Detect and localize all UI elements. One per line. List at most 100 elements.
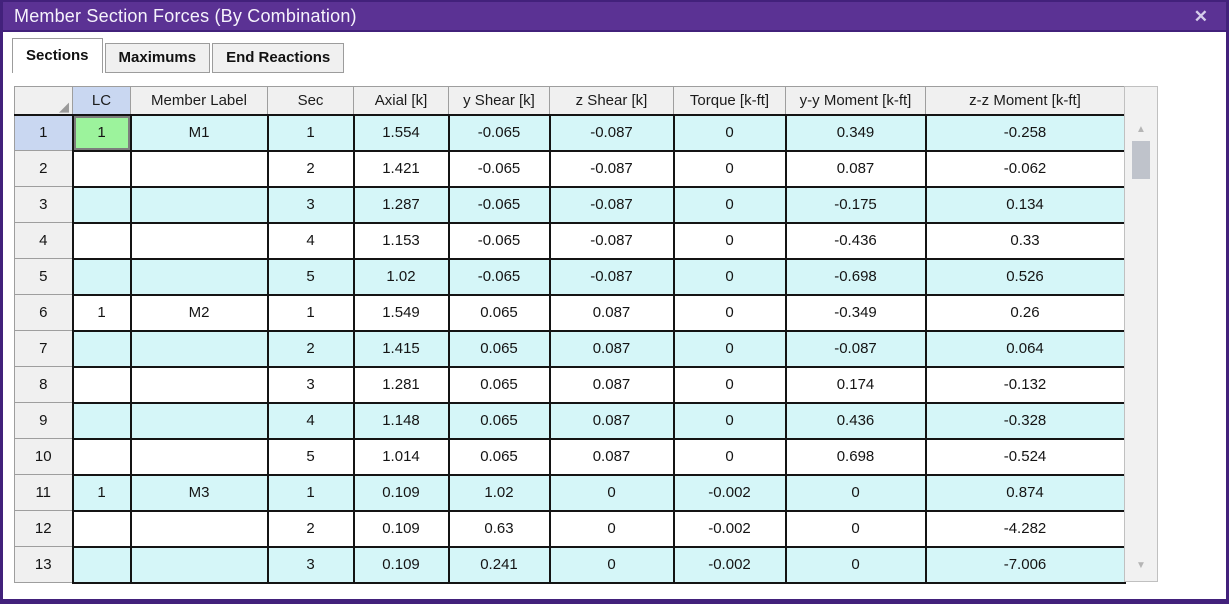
cell-zz-moment[interactable]: -0.062 — [924, 149, 1126, 188]
grid-corner-cell[interactable]: ◢ — [14, 86, 73, 116]
row-number-cell[interactable]: 13 — [14, 546, 73, 583]
cell-member[interactable] — [129, 185, 269, 224]
cell-y-shear[interactable]: 0.065 — [447, 329, 551, 368]
row-number-cell[interactable]: 6 — [14, 294, 73, 331]
cell-axial[interactable]: 1.415 — [352, 329, 450, 368]
cell-zz-moment[interactable]: -0.328 — [924, 401, 1126, 440]
titlebar[interactable]: Member Section Forces (By Combination) ✕ — [3, 2, 1226, 32]
cell-lc[interactable] — [71, 365, 132, 404]
cell-torque[interactable]: 0 — [672, 365, 787, 404]
cell-member[interactable] — [129, 437, 269, 476]
cell-lc[interactable] — [71, 401, 132, 440]
column-header-member-label[interactable]: Member Label — [130, 86, 268, 116]
cell-zz-moment[interactable]: 0.26 — [924, 293, 1126, 332]
cell-y-shear[interactable]: 0.241 — [447, 545, 551, 584]
cell-lc[interactable] — [71, 545, 132, 584]
scrollbar-thumb[interactable] — [1132, 141, 1150, 179]
row-number-cell[interactable]: 2 — [14, 150, 73, 187]
cell-lc[interactable] — [71, 221, 132, 260]
cell-yy-moment[interactable]: 0.174 — [784, 365, 927, 404]
cell-member[interactable] — [129, 401, 269, 440]
cell-axial[interactable]: 1.153 — [352, 221, 450, 260]
cell-lc[interactable] — [71, 509, 132, 548]
cell-y-shear[interactable]: 0.065 — [447, 293, 551, 332]
column-header-lc[interactable]: LC — [72, 86, 131, 116]
cell-z-shear[interactable]: -0.087 — [548, 185, 675, 224]
cell-sec[interactable]: 2 — [266, 149, 355, 188]
cell-y-shear[interactable]: -0.065 — [447, 149, 551, 188]
cell-torque[interactable]: -0.002 — [672, 545, 787, 584]
cell-z-shear[interactable]: -0.087 — [548, 113, 675, 152]
cell-z-shear[interactable]: 0.087 — [548, 437, 675, 476]
cell-lc[interactable] — [71, 437, 132, 476]
cell-sec[interactable]: 3 — [266, 365, 355, 404]
cell-sec[interactable]: 1 — [266, 113, 355, 152]
cell-lc[interactable]: 1 — [71, 113, 132, 152]
cell-axial[interactable]: 1.148 — [352, 401, 450, 440]
cell-torque[interactable]: 0 — [672, 113, 787, 152]
cell-zz-moment[interactable]: 0.064 — [924, 329, 1126, 368]
cell-sec[interactable]: 3 — [266, 545, 355, 584]
cell-sec[interactable]: 5 — [266, 257, 355, 296]
cell-torque[interactable]: 0 — [672, 329, 787, 368]
cell-torque[interactable]: 0 — [672, 437, 787, 476]
cell-yy-moment[interactable]: -0.087 — [784, 329, 927, 368]
cell-y-shear[interactable]: 0.63 — [447, 509, 551, 548]
cell-member[interactable] — [129, 149, 269, 188]
cell-yy-moment[interactable]: 0 — [784, 473, 927, 512]
cell-torque[interactable]: 0 — [672, 221, 787, 260]
tab-sections[interactable]: Sections — [12, 38, 103, 73]
cell-zz-moment[interactable]: -4.282 — [924, 509, 1126, 548]
vertical-scrollbar[interactable]: ▲ ▼ — [1124, 86, 1158, 582]
cell-yy-moment[interactable]: 0.436 — [784, 401, 927, 440]
cell-z-shear[interactable]: 0.087 — [548, 293, 675, 332]
column-header-sec[interactable]: Sec — [267, 86, 354, 116]
cell-axial[interactable]: 1.281 — [352, 365, 450, 404]
cell-member[interactable] — [129, 509, 269, 548]
column-header-y-y-moment-k-ft[interactable]: y-y Moment [k-ft] — [785, 86, 926, 116]
row-number-cell[interactable]: 9 — [14, 402, 73, 439]
cell-torque[interactable]: 0 — [672, 293, 787, 332]
cell-z-shear[interactable]: 0 — [548, 509, 675, 548]
cell-z-shear[interactable]: 0.087 — [548, 329, 675, 368]
cell-yy-moment[interactable]: -0.436 — [784, 221, 927, 260]
cell-torque[interactable]: 0 — [672, 149, 787, 188]
cell-yy-moment[interactable]: 0 — [784, 509, 927, 548]
cell-axial[interactable]: 0.109 — [352, 509, 450, 548]
cell-y-shear[interactable]: 0.065 — [447, 365, 551, 404]
cell-z-shear[interactable]: -0.087 — [548, 149, 675, 188]
scrollbar-up-arrow-icon[interactable]: ▲ — [1136, 124, 1146, 135]
row-number-cell[interactable]: 4 — [14, 222, 73, 259]
cell-zz-moment[interactable]: 0.526 — [924, 257, 1126, 296]
cell-y-shear[interactable]: -0.065 — [447, 185, 551, 224]
cell-lc[interactable] — [71, 329, 132, 368]
cell-member[interactable]: M1 — [129, 113, 269, 152]
cell-sec[interactable]: 4 — [266, 401, 355, 440]
cell-z-shear[interactable]: 0.087 — [548, 401, 675, 440]
cell-z-shear[interactable]: 0.087 — [548, 365, 675, 404]
cell-torque[interactable]: -0.002 — [672, 509, 787, 548]
cell-y-shear[interactable]: 0.065 — [447, 437, 551, 476]
cell-torque[interactable]: 0 — [672, 257, 787, 296]
cell-member[interactable]: M2 — [129, 293, 269, 332]
row-number-cell[interactable]: 7 — [14, 330, 73, 367]
column-header-torque-k-ft[interactable]: Torque [k-ft] — [673, 86, 786, 116]
cell-z-shear[interactable]: 0 — [548, 473, 675, 512]
cell-axial[interactable]: 1.421 — [352, 149, 450, 188]
cell-sec[interactable]: 2 — [266, 329, 355, 368]
cell-axial[interactable]: 1.554 — [352, 113, 450, 152]
cell-lc[interactable]: 1 — [71, 293, 132, 332]
row-number-cell[interactable]: 5 — [14, 258, 73, 295]
cell-zz-moment[interactable]: 0.33 — [924, 221, 1126, 260]
cell-y-shear[interactable]: 0.065 — [447, 401, 551, 440]
cell-sec[interactable]: 3 — [266, 185, 355, 224]
cell-yy-moment[interactable]: 0 — [784, 545, 927, 584]
cell-torque[interactable]: 0 — [672, 401, 787, 440]
cell-zz-moment[interactable]: -0.258 — [924, 113, 1126, 152]
cell-lc[interactable] — [71, 257, 132, 296]
cell-sec[interactable]: 1 — [266, 473, 355, 512]
cell-torque[interactable]: -0.002 — [672, 473, 787, 512]
cell-y-shear[interactable]: -0.065 — [447, 113, 551, 152]
column-header-z-shear-k[interactable]: z Shear [k] — [549, 86, 674, 116]
row-number-cell[interactable]: 11 — [14, 474, 73, 511]
